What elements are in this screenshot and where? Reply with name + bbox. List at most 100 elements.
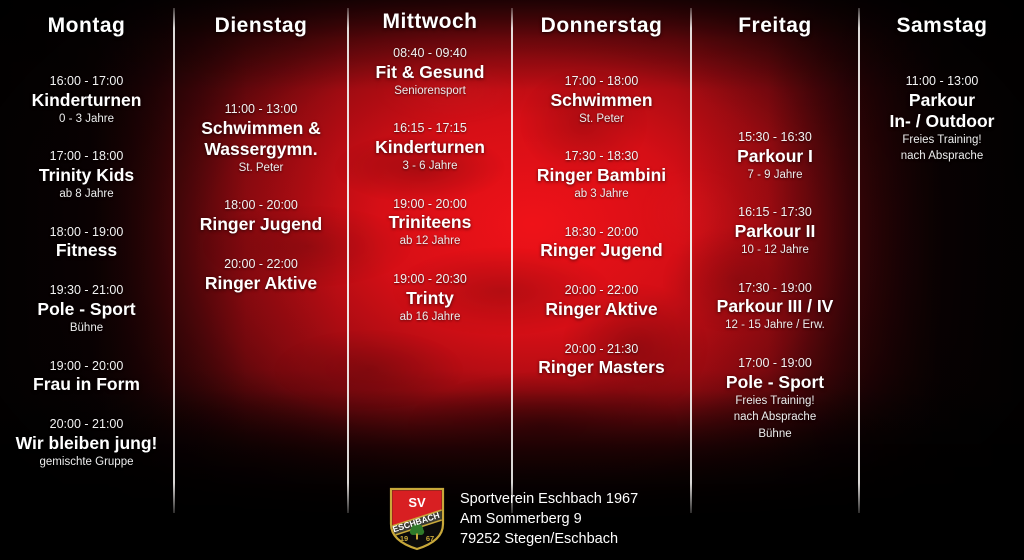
class-name: Triniteens — [388, 212, 472, 233]
class-time: 17:30 - 19:00 — [738, 280, 812, 295]
class-name: Parkour II — [734, 220, 816, 241]
class-name: Pole - Sport — [725, 371, 825, 392]
class-time: 11:00 - 13:00 — [224, 102, 298, 116]
class-name: Pole - Sport — [37, 298, 136, 319]
day-column-donnerstag: Donnerstag 17:00 - 18:00 Schwimmen St. Pete… — [513, 0, 690, 378]
column-divider-4 — [690, 8, 692, 513]
class-name: Ringer Aktive — [545, 298, 658, 319]
class-entry[interactable]: 18:00 - 20:00 Ringer Jugend — [179, 198, 343, 235]
class-entry[interactable]: 20:00 - 22:00 Ringer Aktive — [179, 257, 343, 294]
class-note: gemischte Gruppe — [39, 455, 134, 468]
class-note: 10 - 12 Jahre — [741, 243, 809, 256]
class-list: 17:00 - 18:00 Schwimmen St. Peter 17:30 - 1… — [517, 74, 686, 378]
day-column-montag: Montag 16:00 - 17:00 Kinderturnen 0 - 3 Jah… — [0, 0, 173, 470]
day-title: Mittwoch — [382, 10, 478, 33]
club-address: Sportverein Eschbach 1967 Am Sommerberg … — [460, 489, 638, 549]
class-time: 19:30 - 21:00 — [49, 283, 124, 298]
class-name: Ringer Bambini — [536, 164, 667, 185]
class-entry[interactable]: 17:00 - 18:00 Schwimmen St. Peter — [517, 74, 686, 127]
class-name: Ringer Jugend — [540, 240, 663, 261]
class-name: Ringer Masters — [538, 357, 665, 378]
class-time: 20:00 - 22:00 — [564, 283, 639, 298]
class-name: Trinity Kids — [38, 164, 135, 185]
class-entry[interactable]: 19:00 - 20:00 Frau in Form — [4, 359, 169, 396]
class-entry[interactable]: 20:00 - 22:00 Ringer Aktive — [517, 283, 686, 320]
class-time: 20:00 - 21:30 — [564, 341, 639, 356]
class-entry[interactable]: 18:30 - 20:00 Ringer Jugend — [517, 225, 686, 262]
class-list: 11:00 - 13:00 Schwimmen & Wassergymn. St. P… — [179, 102, 343, 294]
class-note: 12 - 15 Jahre / Erw. — [725, 319, 825, 332]
class-note: ab 16 Jahre — [399, 310, 461, 323]
day-column-dienstag: Dienstag 11:00 - 13:00 Schwimmen & Wassergy… — [175, 0, 347, 294]
class-entry[interactable]: 17:30 - 19:00 Parkour III / IV 12 - 15 Jah… — [696, 281, 854, 334]
class-note: 3 - 6 Jahre — [402, 159, 458, 172]
class-list: 15:30 - 16:30 Parkour I 7 - 9 Jahre 16:15 -… — [696, 130, 854, 443]
class-name: Ringer Aktive — [204, 272, 318, 293]
class-time: 15:30 - 16:30 — [738, 130, 812, 144]
column-divider-5 — [858, 8, 860, 513]
class-time: 20:00 - 22:00 — [224, 256, 298, 271]
day-title: Montag — [47, 14, 126, 37]
crest-year-right: 67 — [426, 534, 434, 543]
class-time: 19:00 - 20:00 — [393, 196, 467, 211]
class-name: Ringer Jugend — [199, 213, 323, 234]
class-entry[interactable]: 08:40 - 09:40 Fit & Gesund Seniorensport — [353, 46, 507, 99]
class-entry[interactable]: 20:00 - 21:00 Wir bleiben jung! gemischte … — [4, 417, 169, 470]
class-name: Fit & Gesund — [375, 61, 485, 82]
day-column-freitag: Freitag 15:30 - 16:30 Parkour I 7 - 9 Jahre… — [692, 0, 858, 443]
club-city: 79252 Stegen/Eschbach — [460, 531, 619, 547]
class-name: Schwimmen — [550, 89, 653, 110]
class-time: 19:00 - 20:30 — [393, 271, 467, 286]
class-entry[interactable]: 11:00 - 13:00 Schwimmen & Wassergymn. St. P… — [179, 102, 343, 176]
footer: SV ESCHBACH 19 67 Sportverein Eschbach 1… — [388, 486, 638, 552]
class-time: 17:00 - 19:00 — [738, 355, 812, 370]
class-name: Schwimmen & Wassergymn. — [201, 117, 321, 159]
class-note: St. Peter — [579, 112, 624, 125]
column-divider-2 — [347, 8, 349, 513]
class-note: Bühne — [758, 427, 792, 440]
day-title: Dienstag — [214, 14, 308, 37]
day-title: Donnerstag — [540, 14, 663, 37]
class-name: Kinderturnen — [31, 89, 142, 110]
class-entry[interactable]: 19:30 - 21:00 Pole - Sport Bühne — [4, 283, 169, 336]
day-title: Freitag — [738, 14, 812, 37]
class-entry[interactable]: 17:30 - 18:30 Ringer Bambini ab 3 Jahre — [517, 149, 686, 202]
class-name: Wir bleiben jung! — [15, 432, 158, 453]
class-entry[interactable]: 19:00 - 20:00 Triniteens ab 12 Jahre — [353, 197, 507, 250]
class-list: 11:00 - 13:00 Parkour In- / Outdoor Freies … — [864, 74, 1020, 165]
class-entry[interactable]: 16:15 - 17:30 Parkour II 10 - 12 Jahre — [696, 205, 854, 258]
class-name: Trinty — [406, 287, 454, 308]
class-note: Seniorensport — [394, 84, 466, 97]
class-entry[interactable]: 20:00 - 21:30 Ringer Masters — [517, 342, 686, 379]
class-time: 18:30 - 20:00 — [564, 224, 639, 239]
class-entry[interactable]: 17:00 - 18:00 Trinity Kids ab 8 Jahre — [4, 149, 169, 202]
crest-year-left: 19 — [400, 534, 408, 543]
column-divider-3 — [511, 8, 513, 513]
class-time: 19:00 - 20:00 — [49, 358, 124, 373]
class-name: Parkour III / IV — [716, 296, 834, 317]
class-entry[interactable]: 15:30 - 16:30 Parkour I 7 - 9 Jahre — [696, 130, 854, 183]
class-time: 16:00 - 17:00 — [49, 74, 124, 88]
club-street: Am Sommerberg 9 — [460, 511, 582, 527]
class-entry[interactable]: 18:00 - 19:00 Fitness — [4, 225, 169, 262]
class-entry[interactable]: 16:15 - 17:15 Kinderturnen 3 - 6 Jahre — [353, 121, 507, 174]
class-note: ab 12 Jahre — [399, 235, 461, 248]
class-time: 08:40 - 09:40 — [393, 46, 467, 60]
class-entry[interactable]: 11:00 - 13:00 Parkour In- / Outdoor Freies … — [864, 74, 1020, 165]
class-time: 20:00 - 21:00 — [49, 417, 124, 432]
class-note: 0 - 3 Jahre — [59, 112, 114, 125]
class-name: Frau in Form — [33, 374, 140, 395]
class-entry[interactable]: 19:00 - 20:30 Trinty ab 16 Jahre — [353, 272, 507, 325]
club-crest-logo: SV ESCHBACH 19 67 — [389, 487, 445, 551]
class-name: Parkour I — [737, 145, 813, 166]
class-time: 18:00 - 19:00 — [49, 224, 124, 239]
class-entry[interactable]: 16:00 - 17:00 Kinderturnen 0 - 3 Jahre — [4, 74, 169, 127]
class-time: 11:00 - 13:00 — [905, 74, 979, 88]
class-name: Parkour In- / Outdoor — [889, 89, 995, 131]
class-entry[interactable]: 17:00 - 19:00 Pole - Sport Freies Training… — [696, 356, 854, 443]
day-title: Samstag — [896, 14, 988, 37]
class-name: Fitness — [55, 240, 118, 261]
class-name: Kinderturnen — [375, 136, 485, 157]
